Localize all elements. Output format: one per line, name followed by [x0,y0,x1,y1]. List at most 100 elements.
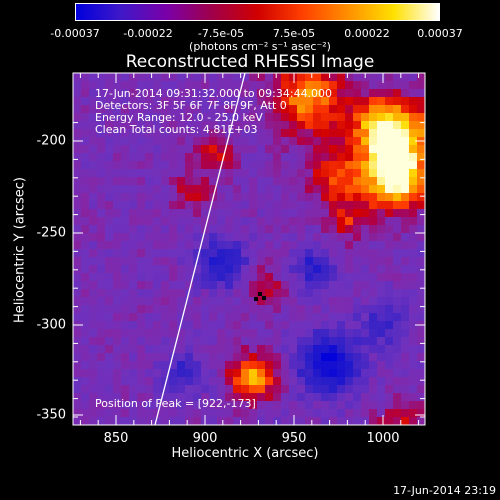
heatmap-cell [329,121,338,130]
heatmap-cell [177,329,186,338]
heatmap-cell [249,345,258,354]
heatmap-cell [89,337,98,346]
heatmap-cell [121,89,130,98]
heatmap-cell [265,153,274,162]
heatmap-cell [305,305,314,314]
heatmap-cell [273,241,282,250]
heatmap-cell [137,185,146,194]
heatmap-cell [401,257,410,266]
heatmap-cell [81,73,90,82]
heatmap-cell [401,393,410,402]
heatmap-cell [321,321,330,330]
heatmap-cell [265,321,274,330]
heatmap-cell [305,105,314,114]
heatmap-cell [113,377,122,386]
heatmap-cell [345,401,354,410]
heatmap-cell [73,233,82,242]
heatmap-cell [113,313,122,322]
heatmap-cell [265,121,274,130]
heatmap-cell [201,241,210,250]
heatmap-cell [113,225,122,234]
heatmap-cell [289,305,298,314]
heatmap-cell [97,241,106,250]
heatmap-cell [289,137,298,146]
heatmap-cell [201,257,210,266]
heatmap-cell [409,233,418,242]
heatmap-cell [321,337,330,346]
heatmap-cell [345,137,354,146]
heatmap-cell [329,257,338,266]
heatmap-cell [385,305,394,314]
heatmap-cell [233,249,242,258]
heatmap-cell [265,313,274,322]
heatmap-cell [273,161,282,170]
heatmap-cell [329,385,338,394]
heatmap-cell [393,73,402,82]
heatmap-cell [265,401,274,410]
heatmap-cell [369,401,378,410]
heatmap-cell [153,321,162,330]
heatmap-cell [201,369,210,378]
heatmap-cell [361,297,370,306]
heatmap-cell [281,305,290,314]
heatmap-cell [153,345,162,354]
heatmap-cell [145,337,154,346]
heatmap-cell [377,73,386,82]
heatmap-cell [265,273,274,282]
info-energy-range: Energy Range: 12.0 - 25.0 keV [95,111,263,124]
heatmap-cell [337,329,346,338]
heatmap-cell [289,297,298,306]
heatmap-cell [393,193,402,202]
heatmap-cell [89,145,98,154]
heatmap-cell [217,89,226,98]
heatmap-cell [337,89,346,98]
heatmap-cell [249,97,258,106]
heatmap-cell [209,201,218,210]
heatmap-cell [129,409,138,418]
heatmap-cell [177,377,186,386]
heatmap-cell [81,369,90,378]
heatmap-cell [321,177,330,186]
heatmap-cell [313,337,322,346]
heatmap-cell [129,385,138,394]
heatmap-cell [305,401,314,410]
heatmap-cell [217,401,226,410]
heatmap-cell [369,345,378,354]
heatmap-cell [417,249,425,258]
heatmap-cell [369,369,378,378]
heatmap-cell [273,361,282,370]
heatmap-cell [177,361,186,370]
heatmap-cell [401,169,410,178]
heatmap-cell [337,97,346,106]
heatmap-cell [161,401,170,410]
heatmap-cell [185,273,194,282]
heatmap-cell [353,361,362,370]
heatmap-cell [145,105,154,114]
heatmap-cell [257,353,266,362]
heatmap-cell [417,225,425,234]
heatmap-cell [129,265,138,274]
heatmap-cell [297,321,306,330]
heatmap-cell [105,217,114,226]
heatmap-cell [337,105,346,114]
heatmap-cell [337,305,346,314]
heatmap-cell [97,345,106,354]
heatmap-cell [73,121,82,130]
heatmap-cell [353,369,362,378]
heatmap-cell [233,105,242,114]
heatmap-cell [137,273,146,282]
heatmap-cell [345,385,354,394]
heatmap-cell [321,225,330,234]
heatmap-cell [177,81,186,90]
heatmap-cell [281,409,290,418]
heatmap-cell [257,329,266,338]
heatmap-cell [161,201,170,210]
heatmap-cell [305,97,314,106]
heatmap-cell [225,409,234,418]
heatmap-cell [305,297,314,306]
heatmap-cell [265,129,274,138]
heatmap-cell [233,225,242,234]
heatmap-cell [193,177,202,186]
heatmap-cell [137,193,146,202]
heatmap-cell [233,89,242,98]
